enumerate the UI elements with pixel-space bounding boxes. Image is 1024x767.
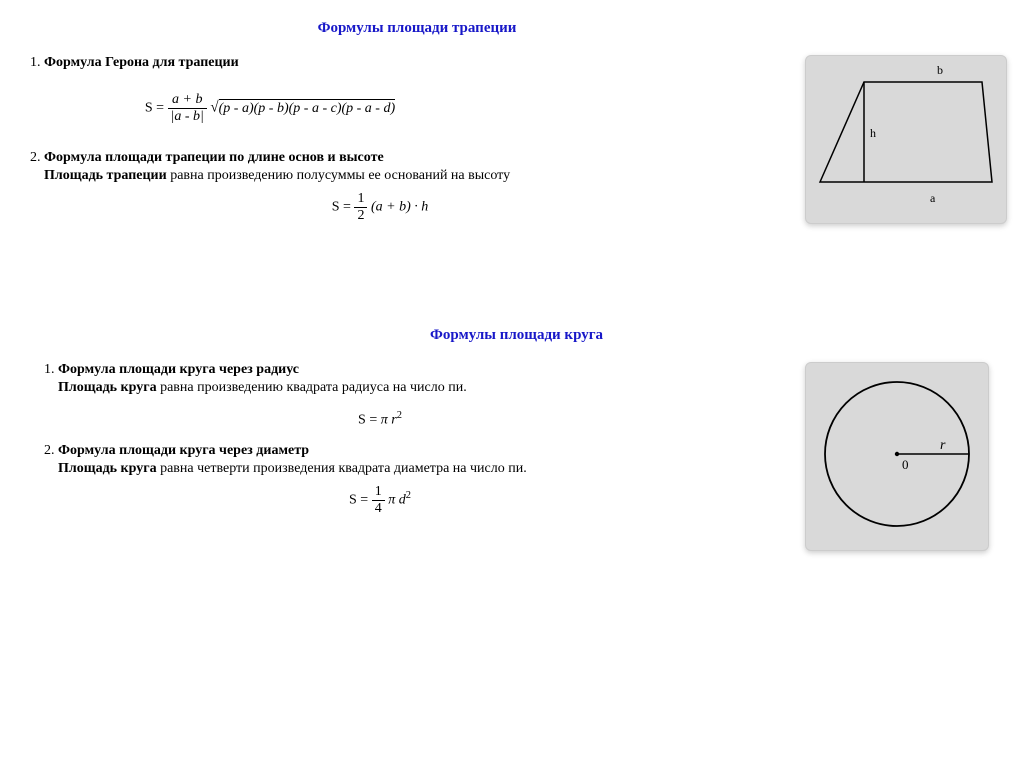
desc-rest: равна произведению квадрата радиуса на ч… — [157, 380, 467, 395]
circle-item-2: 2. Формула площади круга через диаметр П… — [30, 443, 810, 516]
fraction-den: 2 — [354, 208, 367, 223]
quarter-pi-d2-formula: S = 1 4 π d2 — [0, 485, 810, 516]
center-dot — [895, 452, 899, 456]
trap-item-2: 2. Формула площади трапеции по длине осн… — [30, 150, 810, 223]
sup-2: 2 — [406, 490, 411, 501]
item-heading: Формула площади круга через диаметр — [58, 443, 309, 458]
radical-expr: (p - a)(p - b)(p - a - c)(p - a - d) — [219, 99, 395, 116]
circle-svg: r 0 — [812, 369, 982, 539]
formula-lhs: S = — [332, 200, 351, 215]
var-d: d — [399, 492, 406, 507]
desc-rest: равна произведению полусуммы ее основани… — [167, 168, 510, 183]
label-a: a — [930, 191, 936, 205]
label-o: 0 — [902, 457, 909, 472]
fraction: 1 4 — [372, 485, 385, 516]
pi-r2-formula: S = π r2 — [0, 410, 810, 429]
formula-lhs: S = — [358, 413, 381, 428]
pi: π — [381, 413, 392, 428]
trapezoid-shape — [820, 82, 992, 182]
fraction: a + b |a - b| — [168, 93, 207, 124]
fraction-den: 4 — [372, 501, 385, 516]
fraction-num: 1 — [372, 485, 385, 501]
section-title-circle: Формулы площади круга — [30, 327, 1004, 344]
radical-sign: √ — [210, 100, 218, 116]
formula-lhs: S = — [349, 492, 368, 507]
desc-rest: равна четверти произведения квадрата диа… — [157, 461, 527, 476]
trap-item-1: 1. Формула Герона для трапеции S = a + b… — [30, 55, 810, 124]
label-r: r — [940, 438, 946, 453]
item-number: 1. — [30, 55, 41, 70]
desc-bold: Площадь трапеции — [44, 168, 167, 183]
item-heading: Формула площади круга через радиус — [58, 362, 299, 377]
label-h: h — [870, 126, 876, 140]
desc-bold: Площадь круга — [58, 380, 157, 395]
fraction: 1 2 — [354, 192, 367, 223]
item-number: 1. — [44, 362, 55, 377]
item-number: 2. — [44, 443, 55, 458]
formula-rest: (a + b) · h — [367, 200, 428, 215]
circle-item-1: 1. Формула площади круга через радиус Пл… — [30, 362, 810, 429]
desc-bold: Площадь круга — [58, 461, 157, 476]
pi: π — [385, 492, 399, 507]
sup-2: 2 — [397, 410, 402, 421]
formula-lhs: S = — [145, 101, 164, 116]
label-b: b — [937, 63, 943, 77]
half-sum-formula: S = 1 2 (a + b) · h — [0, 192, 810, 223]
fraction-num: a + b — [168, 93, 207, 109]
item-number: 2. — [30, 150, 41, 165]
fraction-num: 1 — [354, 192, 367, 208]
circle-diagram: r 0 — [805, 362, 989, 551]
fraction-den: |a - b| — [168, 109, 207, 124]
trapezoid-diagram: b h a — [805, 55, 1007, 224]
circle-text-column: 1. Формула площади круга через радиус Пл… — [30, 362, 810, 530]
trapezoid-text-column: 1. Формула Герона для трапеции S = a + b… — [30, 55, 810, 237]
trapezoid-svg: b h a — [812, 62, 1000, 212]
item-heading: Формула площади трапеции по длине основ … — [44, 150, 384, 165]
heron-formula: S = a + b |a - b| √(p - a)(p - b)(p - a … — [0, 93, 810, 124]
item-heading: Формула Герона для трапеции — [44, 55, 239, 70]
section-title-trapezoid: Формулы площади трапеции — [0, 20, 1004, 37]
